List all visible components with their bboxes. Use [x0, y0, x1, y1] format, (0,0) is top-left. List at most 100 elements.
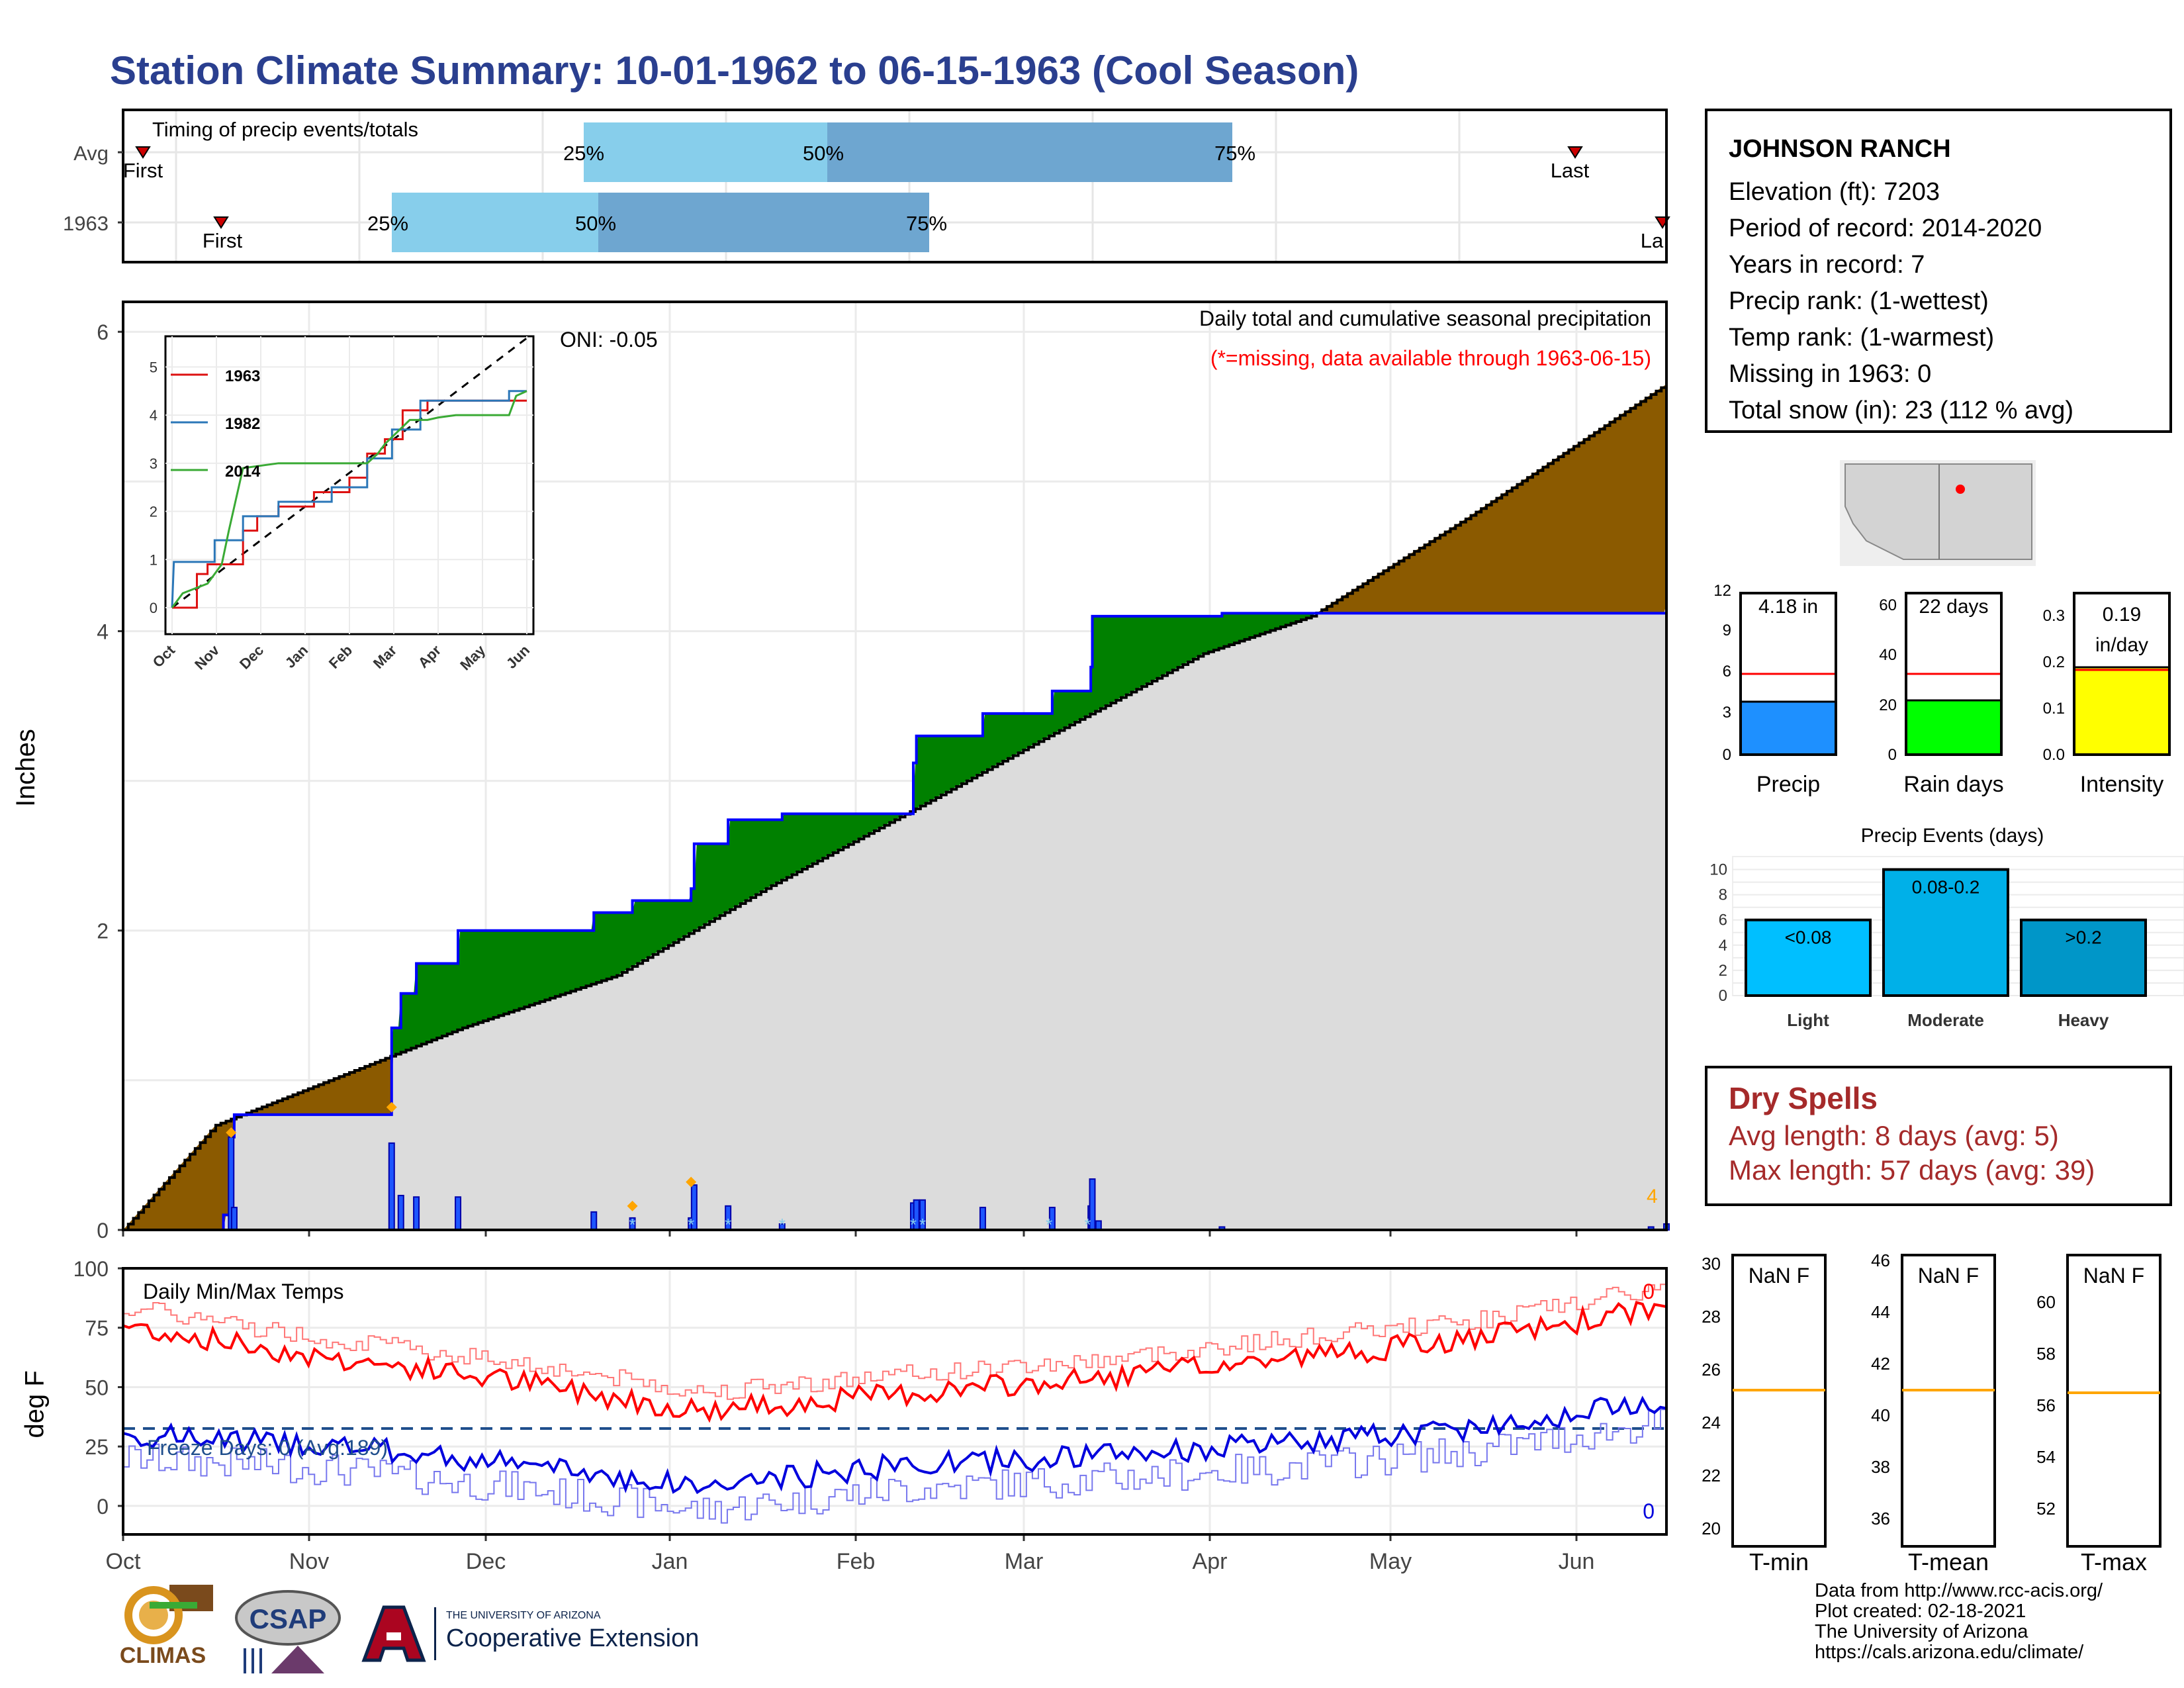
snow-marker	[386, 1102, 397, 1113]
avg-max-line	[123, 1284, 1667, 1400]
trace-marker: *	[688, 1215, 694, 1235]
inset-ytick: 1	[150, 551, 158, 568]
timing-row-year: 1963	[63, 212, 109, 235]
station-period: Period of record: 2014-2020	[1729, 214, 2042, 242]
daily-precip-bar	[590, 1211, 598, 1231]
precip-missing-label: (*=missing, data available through 1963-…	[1210, 346, 1651, 370]
events-ytick: 2	[1719, 962, 1727, 980]
precip-bar	[1739, 700, 1837, 756]
average-cumulative-line	[123, 384, 1668, 1231]
precip-svg: * * * * * * * * Daily total and cumulative seas…	[11, 301, 1670, 1243]
event-bar-light	[1745, 918, 1872, 997]
temps-ylabel: deg F	[20, 1370, 50, 1438]
raindays-bar-label: Rain days	[1903, 772, 2003, 797]
avg-min-line	[123, 1409, 1667, 1524]
csap-text: CSAP	[250, 1603, 327, 1634]
temps-xtick: Oct	[106, 1549, 141, 1574]
precip-ytick: 0	[1723, 746, 1731, 764]
event-bar-label: 0.08-0.2	[1912, 877, 1980, 898]
tmax-ytick: 54	[2036, 1447, 2056, 1467]
timing-label: Timing of precip events/totals	[152, 118, 418, 141]
event-category: Light	[1787, 1010, 1829, 1030]
inset-xtick: Dec	[236, 642, 267, 673]
event-bar-moderate	[1882, 868, 2009, 998]
tmin-ytick: 28	[1702, 1307, 1721, 1327]
tmean-value: NaN F	[1918, 1264, 1979, 1288]
precip-frame	[122, 301, 1668, 1231]
trace-marker: *	[779, 1215, 786, 1235]
temps-ytick: 25	[85, 1435, 109, 1459]
raindays-bar-chart: 0 20 40 60 22 days Rain days	[1860, 583, 2025, 801]
avg-p50: 50%	[803, 142, 844, 165]
yr-p50: 50%	[575, 212, 616, 235]
tmean-ytick: 36	[1871, 1509, 1890, 1528]
freeze-label: Freeze Days: 0 (Avg:189)	[147, 1436, 388, 1460]
temps-xtick: Jun	[1559, 1549, 1595, 1574]
precip-ytick: 12	[1713, 583, 1731, 600]
tmin-value: NaN F	[1749, 1264, 1809, 1288]
inset-xtick: Apr	[415, 641, 445, 671]
event-bar-label: <0.08	[1785, 927, 1832, 948]
intensity-ytick: 0.1	[2043, 700, 2065, 718]
inset-legend-1982: 1982	[225, 415, 260, 433]
daily-precip-bar	[413, 1196, 420, 1231]
timing-row-avg: Avg	[73, 142, 109, 165]
tmin-ytick: 20	[1702, 1519, 1721, 1538]
csap-logo: CSAP	[232, 1582, 344, 1681]
temps-ytick: 50	[85, 1376, 109, 1399]
tmax-ytick: 58	[2036, 1344, 2056, 1364]
trace-marker: *	[910, 1215, 917, 1235]
tmin-ytick: 26	[1702, 1360, 1721, 1380]
temps-xtick: Feb	[837, 1549, 876, 1574]
current-cumulative-area	[123, 604, 1666, 1230]
snow-marker	[627, 1200, 638, 1211]
inset-average-line	[171, 337, 527, 609]
precip-bar-label: Precip	[1756, 772, 1820, 797]
tmax-box: 52 54 56 58 60 NaN F T-max	[2019, 1244, 2184, 1575]
intensity-bar-chart: 0.0 0.1 0.2 0.3 0.19 in/day Intensity	[2028, 583, 2184, 801]
station-info: JOHNSON RANCH Elevation (ft): 7203 Perio…	[1705, 109, 2172, 433]
precip-events-chart: Precip Events (days) <0.08 Light 0.08-0.2 M…	[1694, 821, 2184, 1039]
event-bar-heavy	[2020, 918, 2147, 997]
tmin-box: 20 22 24 26 28 30 NaN F T-min	[1684, 1244, 1849, 1575]
inset-xtick: May	[457, 641, 488, 673]
inset-chart: 1963 1982 2014 0 1 2 3 4 5 Oct Nov Dec Jan Feb Mar…	[150, 335, 535, 673]
temps-label: Daily Min/Max Temps	[143, 1280, 343, 1303]
precip-ylabel: Inches	[11, 729, 40, 807]
yr-p75: 75%	[906, 212, 947, 235]
yr-last-label: La	[1641, 229, 1664, 252]
yr-iqr-low	[392, 193, 598, 252]
tmax-ytick: 56	[2036, 1395, 2056, 1415]
intensity-bar-value: 0.19	[2103, 604, 2141, 626]
tmin-ytick: 24	[1702, 1413, 1721, 1432]
climas-logo: CLIMAS	[110, 1582, 216, 1675]
inset-xtick: Feb	[326, 642, 355, 672]
raindays-ytick: 0	[1888, 746, 1897, 764]
map-svg	[1840, 460, 2036, 566]
avg-last-label: Last	[1551, 159, 1590, 182]
tmean-ytick: 44	[1871, 1302, 1890, 1322]
raindays-bar	[1905, 699, 2003, 756]
tmean-label: T-mean	[1908, 1548, 1989, 1575]
timing-panel: Timing of precip events/totals Avg 1963 …	[0, 99, 1681, 271]
station-location-marker	[1956, 485, 1965, 494]
trace-marker: *	[629, 1215, 635, 1235]
inset-series-1963	[172, 399, 527, 609]
intensity-ytick: 0.2	[2043, 653, 2065, 671]
precip-label: Daily total and cumulative seasonal prec…	[1199, 306, 1651, 330]
precip-ytick: 0	[97, 1219, 109, 1243]
temps-xtick: Mar	[1005, 1549, 1044, 1574]
temps-panel: Daily Min/Max Temps Freeze Days: 0 (Avg:…	[0, 1257, 1681, 1575]
inset-xtick: Oct	[150, 641, 179, 671]
avg-p75: 75%	[1214, 142, 1255, 165]
avg-p25: 25%	[563, 142, 604, 165]
event-bar-label: >0.2	[2065, 927, 2101, 948]
intensity-ytick: 0.0	[2043, 746, 2065, 764]
trace-marker: *	[919, 1215, 926, 1235]
yr-first-label: First	[203, 229, 243, 252]
credit-data-source: Data from http://www.rcc-acis.org/	[1815, 1580, 2103, 1601]
precip-ytick: 4	[97, 620, 109, 643]
inset-ytick: 4	[150, 407, 158, 424]
dry-max: Max length: 57 days (avg: 39)	[1729, 1154, 2095, 1186]
ua-small-text: THE UNIVERSITY OF ARIZONA	[446, 1610, 601, 1621]
